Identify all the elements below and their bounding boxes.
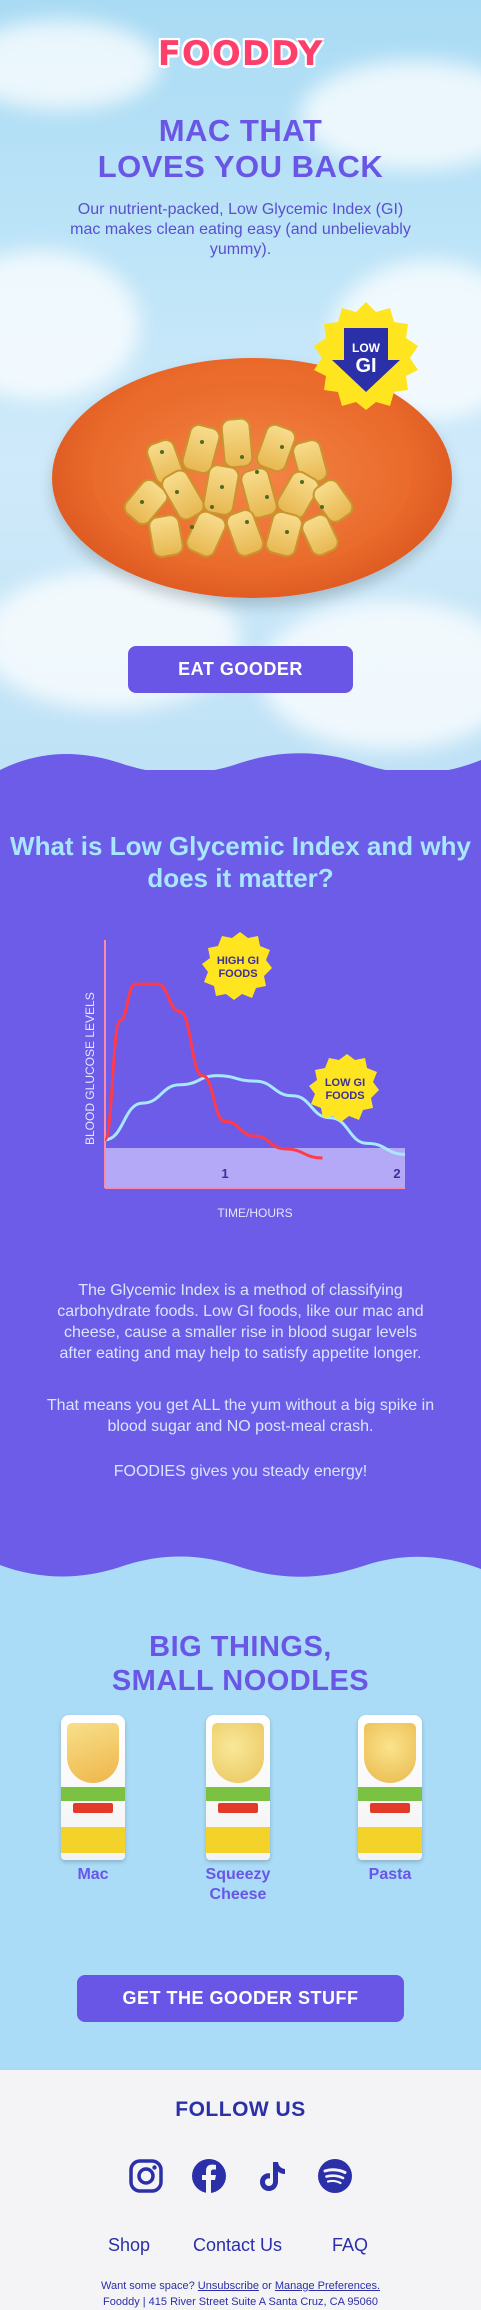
low-gi-label-line2: FOODS — [325, 1090, 364, 1102]
pasta-piece — [219, 416, 255, 470]
wave-divider-top — [0, 753, 481, 785]
product-name-line2: Cheese — [209, 1886, 267, 1903]
hero-title-line1: MAC THAT — [158, 113, 323, 148]
wave-divider-bottom — [0, 1556, 481, 1585]
series-high-gi-line — [103, 982, 323, 1160]
hero-section: FOODDY MAC THAT LOVES YOU BACK Our nutri… — [0, 0, 481, 770]
herb-fleck — [200, 440, 204, 444]
product-name-pasta: Pasta — [368, 1866, 412, 1883]
herb-fleck — [175, 490, 179, 494]
eat-gooder-button[interactable]: EAT GOODER — [128, 646, 353, 693]
instagram-icon[interactable] — [128, 2158, 164, 2194]
products-title-line1: BIG THINGS, — [149, 1631, 332, 1663]
hero-title-line2: LOVES YOU BACK — [97, 149, 384, 184]
herb-fleck — [280, 445, 284, 449]
product-pasta[interactable]: Pasta — [330, 1715, 450, 1915]
footer: FOLLOW US Shop Contact Us FAQ Want some — [0, 2070, 481, 2308]
herb-fleck — [255, 470, 259, 474]
badge-line1: LOW — [352, 341, 381, 355]
product-squeezy-cheese[interactable]: Squeezy Cheese — [178, 1715, 298, 1935]
mac-package-image — [61, 1715, 125, 1860]
squeezy-cheese-package-image — [206, 1715, 270, 1860]
herb-fleck — [220, 485, 224, 489]
herb-fleck — [160, 450, 164, 454]
footer-link-contact-us[interactable]: Contact Us — [193, 2235, 283, 2255]
products-section: BIG THINGS, SMALL NOODLES Mac Squeezy Ch… — [0, 1585, 481, 2070]
products-title: BIG THINGS, SMALL NOODLES — [0, 1630, 481, 1698]
herb-fleck — [300, 480, 304, 484]
product-name-mac: Mac — [77, 1866, 109, 1883]
x-tick-label-1: 1 — [221, 1166, 228, 1181]
gi-paragraph-2: That means you get ALL the yum without a… — [46, 1397, 435, 1435]
products-title-line2: SMALL NOODLES — [111, 1665, 370, 1697]
legal-line-1: Want some space? Unsubscribe or Manage P… — [0, 2278, 481, 2294]
low-gi-label-line1: LOW GI — [325, 1077, 365, 1089]
legal-prefix: Want some space? — [100, 2280, 198, 2292]
brand-logo[interactable]: FOODDY — [157, 34, 324, 74]
get-gooder-stuff-button[interactable]: GET THE GOODER STUFF — [77, 1975, 404, 2022]
herb-fleck — [285, 530, 289, 534]
cloud — [300, 60, 481, 170]
herb-fleck — [265, 495, 269, 499]
y-axis-label: BLOOD GLUCOSE LEVELS — [83, 992, 97, 1145]
spotify-icon[interactable] — [317, 2158, 353, 2194]
cloud — [0, 250, 140, 400]
low-gi-badge: LOW GI — [314, 302, 418, 410]
glycemic-chart: 1 2 TIME/HOURS BLOOD GLUCOSE LEVELS HIGH… — [83, 932, 406, 1220]
follow-us-heading: FOLLOW US — [175, 2098, 306, 2121]
footer-link-shop[interactable]: Shop — [108, 2235, 151, 2255]
starburst-icon — [202, 932, 272, 1000]
chart-baseline-band — [105, 1148, 405, 1188]
gi-paragraph-1: The Glycemic Index is a method of classi… — [57, 1282, 424, 1362]
gi-title: What is Low Glycemic Index and why does … — [10, 831, 471, 893]
x-tick-label-2: 2 — [393, 1166, 400, 1181]
high-gi-callout: HIGH GI FOODS — [202, 932, 272, 1000]
herb-fleck — [240, 455, 244, 459]
down-arrow-icon — [332, 328, 400, 392]
hero-subtitle: Our nutrient-packed, Low Glycemic Index … — [70, 201, 411, 258]
high-gi-label-line1: HIGH GI — [217, 955, 259, 967]
footer-link-faq[interactable]: FAQ — [332, 2235, 369, 2255]
pasta-package-image — [358, 1715, 422, 1860]
herb-fleck — [320, 505, 324, 509]
unsubscribe-link[interactable]: Unsubscribe — [197, 2280, 259, 2292]
tiktok-icon[interactable] — [254, 2158, 290, 2194]
gi-section: What is Low Glycemic Index and why does … — [0, 753, 481, 1585]
herb-fleck — [140, 500, 144, 504]
starburst-icon — [309, 1054, 379, 1122]
series-low-gi-line — [104, 1074, 406, 1156]
facebook-icon[interactable] — [191, 2158, 227, 2194]
product-mac[interactable]: Mac — [33, 1715, 153, 1915]
company-address: Fooddy | 415 River Street Suite A Santa … — [103, 2296, 378, 2308]
product-name-squeezy-cheese: Squeezy Cheese — [178, 1865, 298, 1905]
legal-or: or — [258, 2280, 275, 2292]
low-gi-callout: LOW GI FOODS — [309, 1054, 379, 1122]
herb-fleck — [245, 520, 249, 524]
high-gi-label-line2: FOODS — [218, 968, 257, 980]
manage-preferences-link[interactable]: Manage Preferences. — [274, 2280, 381, 2292]
cloud — [0, 20, 160, 110]
gi-paragraph-3: FOODIES gives you steady energy! — [113, 1463, 368, 1480]
herb-fleck — [210, 505, 214, 509]
badge-line2: GI — [355, 355, 376, 377]
herb-fleck — [190, 525, 194, 529]
product-name-line1: Squeezy — [205, 1866, 271, 1883]
x-axis-label: TIME/HOURS — [217, 1206, 292, 1220]
legal-text: Want some space? Unsubscribe or Manage P… — [0, 2278, 481, 2310]
hero-title: MAC THAT LOVES YOU BACK — [0, 113, 481, 185]
